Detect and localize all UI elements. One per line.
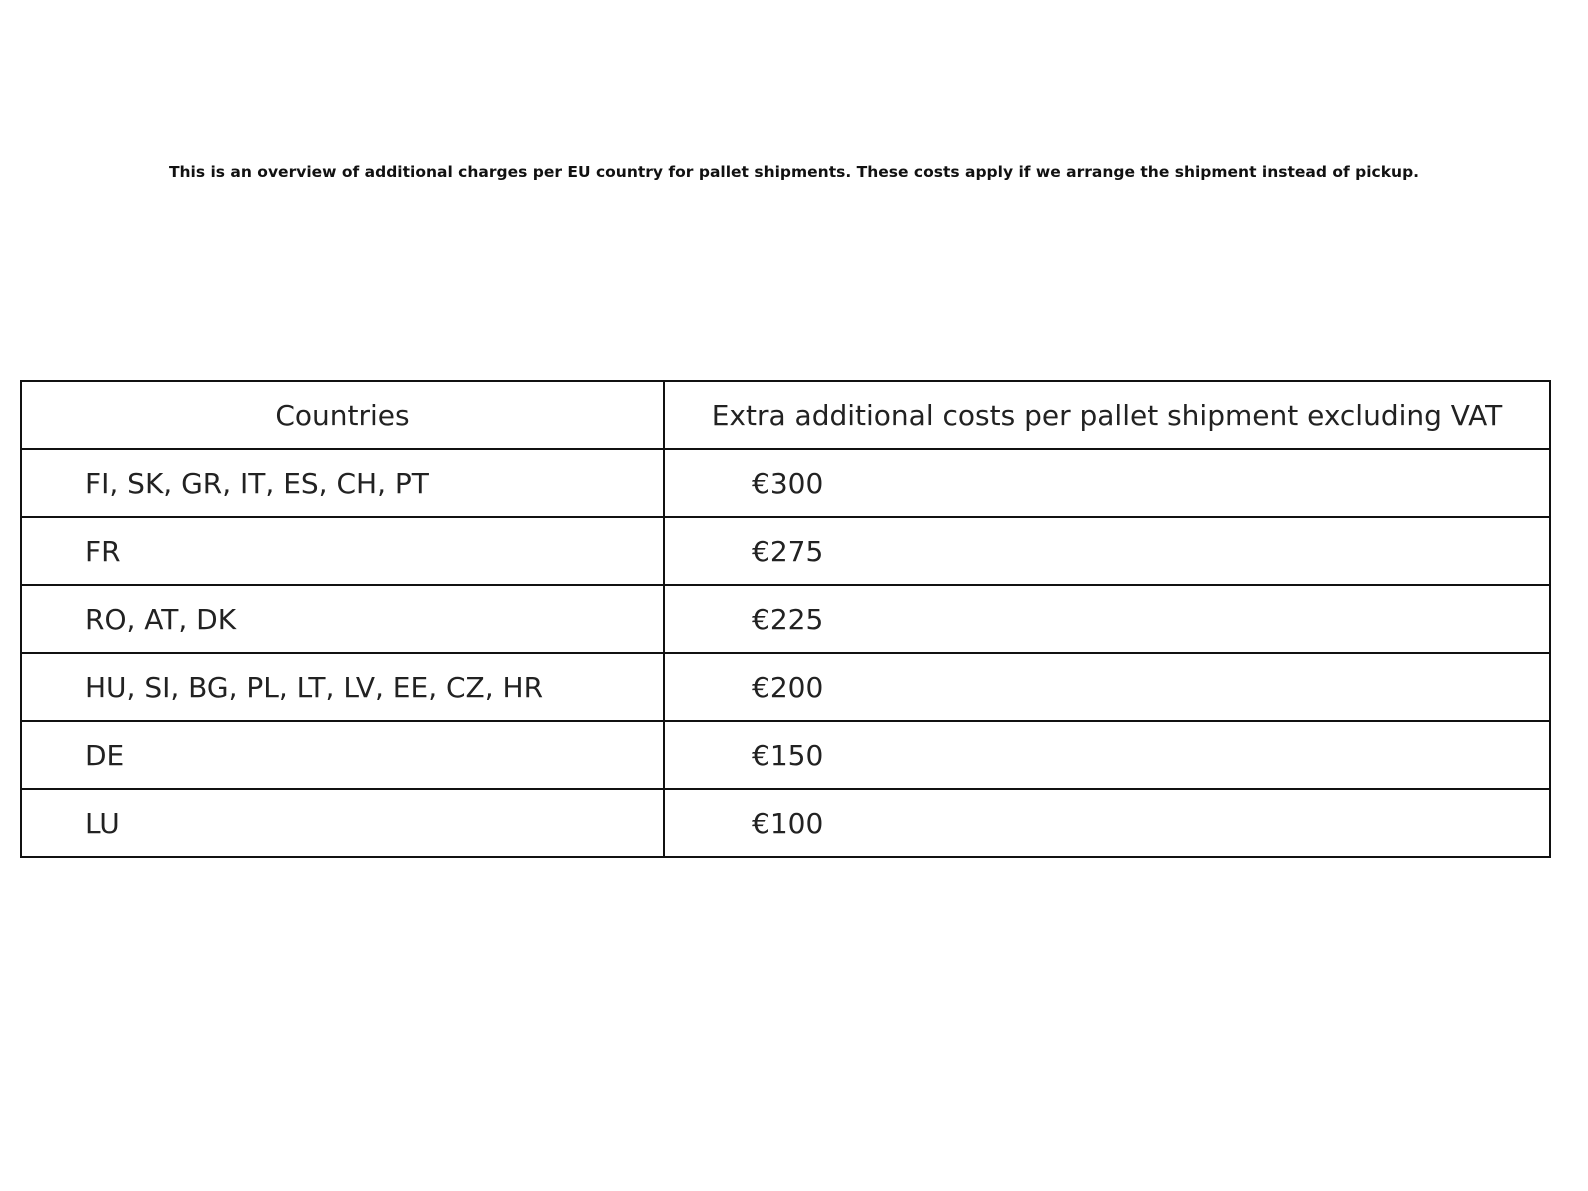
- table-row: LU €100: [20, 788, 1551, 858]
- cost-cell: €150: [663, 720, 1551, 790]
- table-row: FR €275: [20, 516, 1551, 586]
- cost-cell: €275: [663, 516, 1551, 586]
- table-header-row: Countries Extra additional costs per pal…: [20, 380, 1551, 450]
- intro-text: This is an overview of additional charge…: [168, 163, 1420, 181]
- countries-cell: FR: [20, 516, 665, 586]
- table-row: HU, SI, BG, PL, LT, LV, EE, CZ, HR €200: [20, 652, 1551, 722]
- table-row: RO, AT, DK €225: [20, 584, 1551, 654]
- countries-cell: FI, SK, GR, IT, ES, CH, PT: [20, 448, 665, 518]
- table-row: FI, SK, GR, IT, ES, CH, PT €300: [20, 448, 1551, 518]
- pallet-charges-table: Countries Extra additional costs per pal…: [20, 380, 1551, 858]
- table-row: DE €150: [20, 720, 1551, 790]
- cost-cell: €100: [663, 788, 1551, 858]
- countries-cell: RO, AT, DK: [20, 584, 665, 654]
- cost-cell: €300: [663, 448, 1551, 518]
- countries-cell: DE: [20, 720, 665, 790]
- countries-cell: LU: [20, 788, 665, 858]
- countries-cell: HU, SI, BG, PL, LT, LV, EE, CZ, HR: [20, 652, 665, 722]
- header-extra-costs: Extra additional costs per pallet shipme…: [663, 380, 1551, 450]
- header-countries: Countries: [20, 380, 665, 450]
- cost-cell: €225: [663, 584, 1551, 654]
- cost-cell: €200: [663, 652, 1551, 722]
